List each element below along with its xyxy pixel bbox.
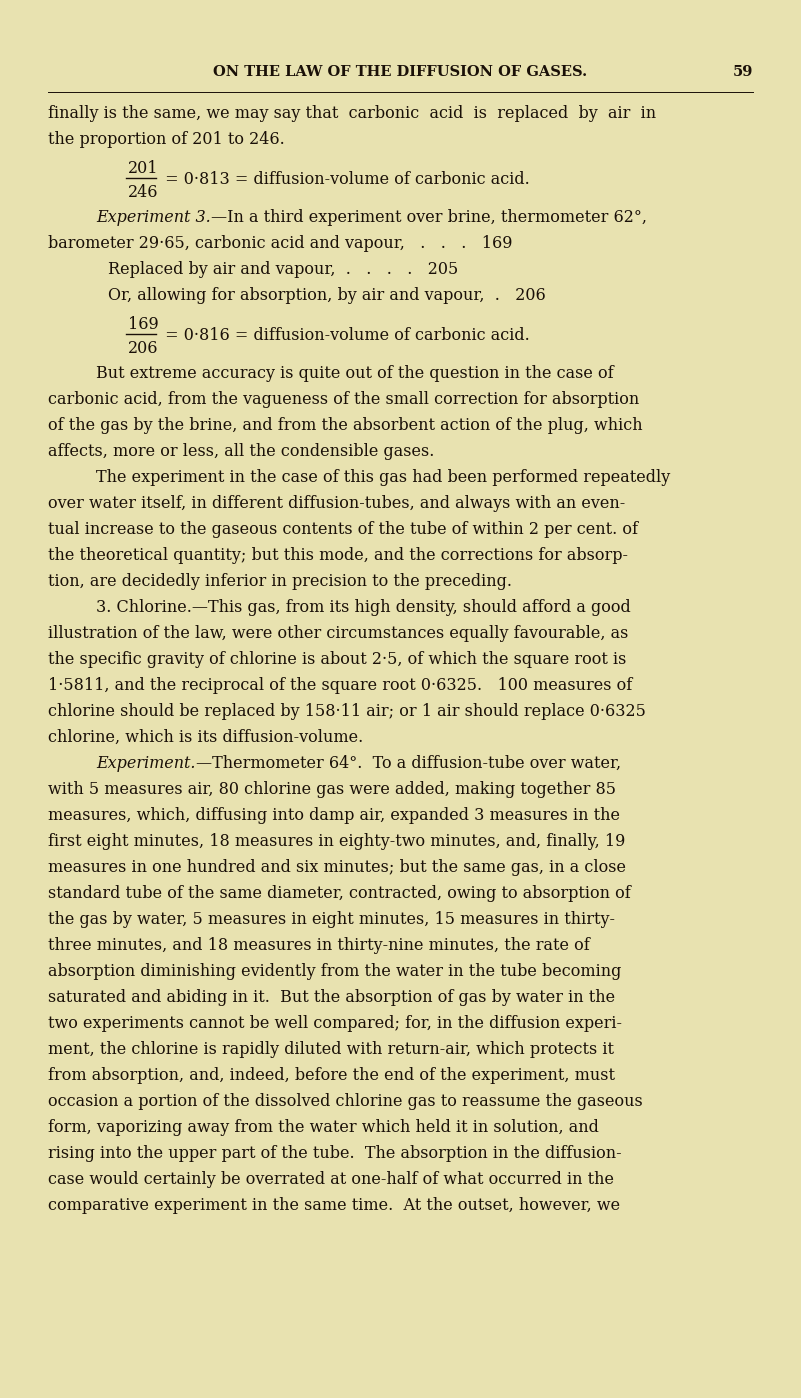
Text: ON THE LAW OF THE DIFFUSION OF GASES.: ON THE LAW OF THE DIFFUSION OF GASES. — [213, 64, 588, 80]
Text: chlorine should be replaced by 158·11 air; or 1 air should replace 0·6325: chlorine should be replaced by 158·11 ai… — [48, 703, 646, 720]
Text: absorption diminishing evidently from the water in the tube becoming: absorption diminishing evidently from th… — [48, 963, 622, 980]
Text: the proportion of 201 to 246.: the proportion of 201 to 246. — [48, 131, 284, 148]
Text: saturated and abiding in it.  But the absorption of gas by water in the: saturated and abiding in it. But the abs… — [48, 988, 615, 1007]
Text: 59: 59 — [733, 64, 753, 80]
Text: 201: 201 — [128, 161, 159, 178]
Text: Replaced by air and vapour,  .   .   .   .   205: Replaced by air and vapour, . . . . 205 — [108, 261, 458, 278]
Text: But extreme accuracy is quite out of the question in the case of: But extreme accuracy is quite out of the… — [96, 365, 614, 382]
Text: Experiment.: Experiment. — [96, 755, 195, 772]
Text: chlorine, which is its diffusion-volume.: chlorine, which is its diffusion-volume. — [48, 728, 363, 747]
Text: affects, more or less, all the condensible gases.: affects, more or less, all the condensib… — [48, 443, 434, 460]
Text: the specific gravity of chlorine is about 2·5, of which the square root is: the specific gravity of chlorine is abou… — [48, 651, 626, 668]
Text: form, vaporizing away from the water which held it in solution, and: form, vaporizing away from the water whi… — [48, 1118, 599, 1137]
Text: 206: 206 — [128, 340, 159, 356]
Text: case would certainly be overrated at one-half of what occurred in the: case would certainly be overrated at one… — [48, 1172, 614, 1188]
Text: of the gas by the brine, and from the absorbent action of the plug, which: of the gas by the brine, and from the ab… — [48, 417, 642, 433]
Text: measures, which, diffusing into damp air, expanded 3 measures in the: measures, which, diffusing into damp air… — [48, 807, 620, 823]
Text: —In a third experiment over brine, thermometer 62°,: —In a third experiment over brine, therm… — [211, 208, 646, 226]
Text: 169: 169 — [128, 316, 159, 333]
Text: the gas by water, 5 measures in eight minutes, 15 measures in thirty-: the gas by water, 5 measures in eight mi… — [48, 911, 615, 928]
Text: finally is the same, we may say that  carbonic  acid  is  replaced  by  air  in: finally is the same, we may say that car… — [48, 105, 656, 122]
Text: tual increase to the gaseous contents of the tube of within 2 per cent. of: tual increase to the gaseous contents of… — [48, 521, 638, 538]
Text: —Thermometer 64°.  To a diffusion-tube over water,: —Thermometer 64°. To a diffusion-tube ov… — [195, 755, 621, 772]
Text: first eight minutes, 18 measures in eighty-two minutes, and, finally, 19: first eight minutes, 18 measures in eigh… — [48, 833, 626, 850]
Text: measures in one hundred and six minutes; but the same gas, in a close: measures in one hundred and six minutes;… — [48, 858, 626, 877]
Text: illustration of the law, were other circumstances equally favourable, as: illustration of the law, were other circ… — [48, 625, 628, 642]
Text: 1·5811, and the reciprocal of the square root 0·6325.   100 measures of: 1·5811, and the reciprocal of the square… — [48, 677, 632, 693]
Text: comparative experiment in the same time.  At the outset, however, we: comparative experiment in the same time.… — [48, 1197, 620, 1213]
Text: with 5 measures air, 80 chlorine gas were added, making together 85: with 5 measures air, 80 chlorine gas wer… — [48, 781, 616, 798]
Text: tion, are decidedly inferior in precision to the preceding.: tion, are decidedly inferior in precisio… — [48, 573, 512, 590]
Text: two experiments cannot be well compared; for, in the diffusion experi-: two experiments cannot be well compared;… — [48, 1015, 622, 1032]
Text: 3. Chlorine.—This gas, from its high density, should afford a good: 3. Chlorine.—This gas, from its high den… — [96, 598, 630, 617]
Text: Or, allowing for absorption, by air and vapour,  .   206: Or, allowing for absorption, by air and … — [108, 287, 545, 303]
Text: Experiment 3.: Experiment 3. — [96, 208, 211, 226]
Text: = 0·816 = diffusion-volume of carbonic acid.: = 0·816 = diffusion-volume of carbonic a… — [160, 327, 529, 344]
Text: barometer 29·65, carbonic acid and vapour,   .   .   .   169: barometer 29·65, carbonic acid and vapou… — [48, 235, 513, 252]
Text: from absorption, and, indeed, before the end of the experiment, must: from absorption, and, indeed, before the… — [48, 1067, 615, 1083]
Text: The experiment in the case of this gas had been performed repeatedly: The experiment in the case of this gas h… — [96, 468, 670, 487]
Text: = 0·813 = diffusion-volume of carbonic acid.: = 0·813 = diffusion-volume of carbonic a… — [160, 171, 529, 187]
Text: carbonic acid, from the vagueness of the small correction for absorption: carbonic acid, from the vagueness of the… — [48, 391, 639, 408]
Text: rising into the upper part of the tube.  The absorption in the diffusion-: rising into the upper part of the tube. … — [48, 1145, 622, 1162]
Text: occasion a portion of the dissolved chlorine gas to reassume the gaseous: occasion a portion of the dissolved chlo… — [48, 1093, 642, 1110]
Text: three minutes, and 18 measures in thirty-nine minutes, the rate of: three minutes, and 18 measures in thirty… — [48, 937, 590, 953]
Text: standard tube of the same diameter, contracted, owing to absorption of: standard tube of the same diameter, cont… — [48, 885, 630, 902]
Text: ment, the chlorine is rapidly diluted with return-air, which protects it: ment, the chlorine is rapidly diluted wi… — [48, 1042, 614, 1058]
Text: over water itself, in different diffusion-tubes, and always with an even-: over water itself, in different diffusio… — [48, 495, 626, 512]
Text: 246: 246 — [128, 183, 159, 200]
Text: the theoretical quantity; but this mode, and the corrections for absorp-: the theoretical quantity; but this mode,… — [48, 547, 628, 563]
